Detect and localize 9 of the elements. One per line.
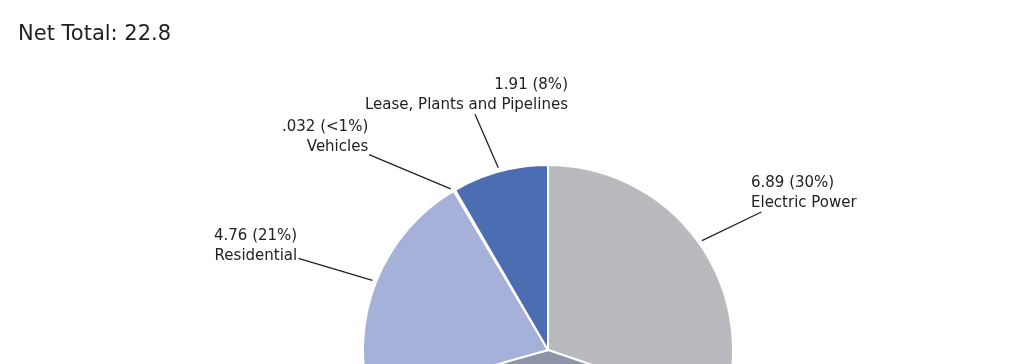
data-label: 4.76 (21%) [214,226,298,244]
slice-label: Vehicles [306,136,369,155]
data-label: .032 (<1%) [282,117,369,135]
data-label: 1.91 (8%) [494,75,568,93]
slice-label: Residential [214,245,298,264]
data-label: 6.89 (30%) [751,173,835,191]
slice-label: Lease, Plants and Pipelines [365,94,569,113]
chart-title: Net Total: 22.8 [18,21,172,46]
slice-label: Electric Power [751,192,858,211]
